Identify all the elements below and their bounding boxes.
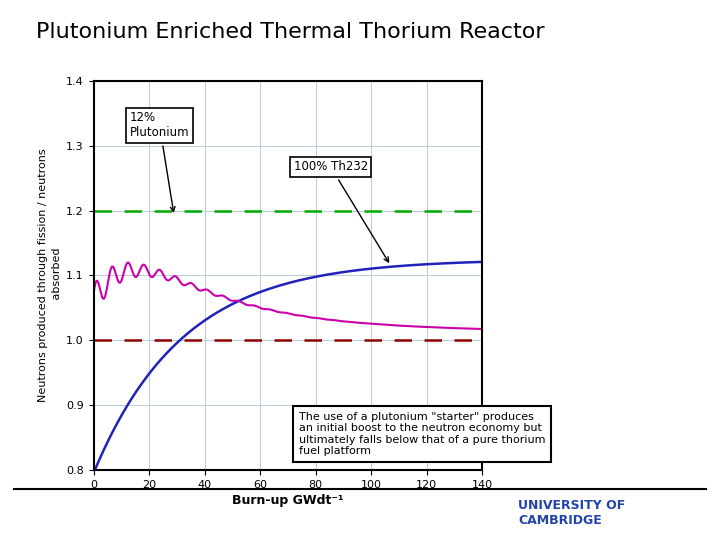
X-axis label: Burn-up GWdt⁻¹: Burn-up GWdt⁻¹ — [233, 494, 343, 507]
Text: Plutonium Enriched Thermal Thorium Reactor: Plutonium Enriched Thermal Thorium React… — [36, 22, 544, 42]
Y-axis label: Neutrons produced through fission / neutrons
 absorbed: Neutrons produced through fission / neut… — [38, 148, 62, 402]
Text: The use of a plutonium "starter" produces
an initial boost to the neutron econom: The use of a plutonium "starter" produce… — [299, 411, 545, 456]
Text: UNIVERSITY OF
CAMBRIDGE: UNIVERSITY OF CAMBRIDGE — [518, 499, 626, 527]
Text: 100% Th232: 100% Th232 — [294, 160, 389, 262]
Text: 12%
Plutonium: 12% Plutonium — [130, 111, 189, 212]
